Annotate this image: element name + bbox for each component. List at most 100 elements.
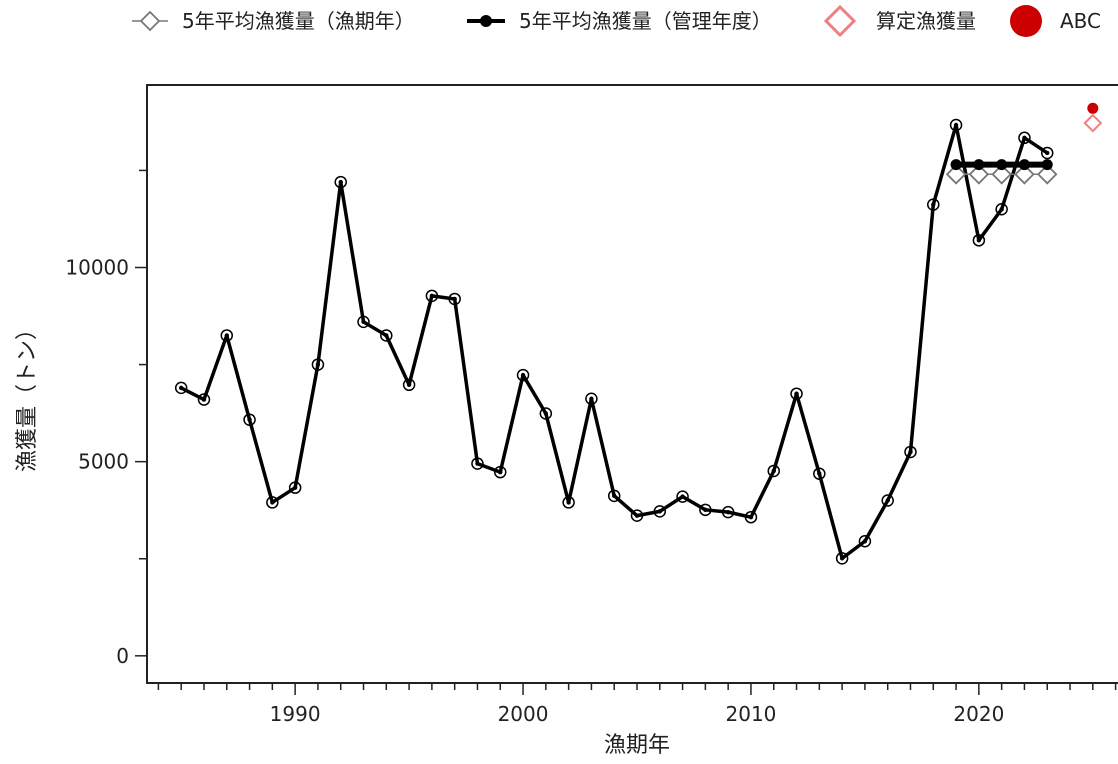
catch-point-center (566, 500, 571, 505)
catch-point (904, 445, 917, 459)
series-layer (174, 102, 1103, 565)
legend-label: 算定漁獲量 (876, 9, 976, 33)
catch-point-center (703, 507, 708, 513)
avg-fishing-year-point (945, 164, 967, 185)
catch-point-center (839, 556, 845, 561)
catch-point-center (406, 382, 412, 387)
catch-point (402, 378, 416, 392)
catch-point (357, 315, 370, 329)
catch-point-center (794, 391, 799, 396)
legend-label: 5年平均漁獲量（漁期年） (182, 9, 415, 33)
y-tick-label: 0 (116, 644, 129, 668)
catch-point-center (338, 179, 343, 185)
catch-point (448, 292, 461, 306)
catch-point-center (498, 469, 503, 475)
catch-point (585, 392, 598, 406)
catch-point-center (543, 411, 549, 416)
x-axis-title: 漁期年 (604, 733, 670, 758)
catch-point-center (862, 539, 868, 544)
catch-point-center (589, 396, 594, 401)
catch-point-center (817, 471, 822, 476)
legend-diamond-marker (139, 10, 161, 32)
avg-management-year-point (1041, 159, 1053, 171)
catch-point (676, 490, 689, 503)
legend-dot-marker (480, 15, 492, 27)
catch-point (471, 457, 484, 470)
x-tick-label: 1990 (270, 702, 321, 726)
catch-point-center (270, 500, 275, 505)
catch-point-center (976, 238, 982, 243)
catch-point (858, 535, 872, 548)
catch-point-center (201, 397, 207, 402)
catch-point-center (384, 333, 389, 338)
y-tick-label: 10000 (65, 256, 129, 280)
axes: 1990 2000 2010 2020 0 5000 10000 (65, 169, 1117, 726)
catch-point-center (612, 493, 617, 499)
catch-point-center (429, 293, 435, 299)
catch-point (197, 393, 211, 406)
catch-point-center (224, 333, 229, 338)
catch-point (721, 505, 735, 519)
catch-point-center (908, 449, 913, 455)
avg-fishing-year-point (991, 164, 1012, 185)
avg-management-year-point (973, 159, 985, 171)
avg-management-year-point (950, 159, 962, 171)
abc-point (1087, 102, 1099, 114)
catch-point (835, 552, 849, 565)
avg-management-year-point (1018, 159, 1030, 171)
avg-management-year-point (996, 159, 1008, 171)
catch-point (380, 329, 393, 342)
x-tick-label: 2010 (726, 702, 777, 726)
catch-point-center (657, 509, 662, 514)
catch-point-center (680, 494, 685, 499)
catch-point-center (315, 362, 321, 367)
catch-point-center (452, 296, 457, 302)
catch-point-center (520, 372, 526, 378)
catch-point-center (178, 385, 184, 391)
catch-point (266, 496, 279, 509)
catch-point (653, 505, 667, 518)
x-tick-label: 2000 (498, 702, 549, 726)
catch-point-center (361, 319, 366, 325)
legend: 5年平均漁獲量（漁期年） 5年平均漁獲量（管理年度） 算定漁獲量 ABC (132, 4, 1101, 38)
catch-point (516, 368, 530, 382)
catch-line (180, 123, 1049, 561)
catch-point-center (634, 513, 640, 518)
catch-point (995, 203, 1008, 216)
legend-dot-marker (1010, 5, 1042, 37)
catch-point (494, 465, 507, 479)
catch-point (790, 387, 803, 400)
catch-point-center (771, 468, 776, 474)
legend-diamond-marker (823, 4, 857, 38)
catch-point (539, 407, 553, 420)
catch-point (220, 329, 234, 342)
catch-point (767, 464, 780, 478)
catch-point (699, 503, 712, 517)
catch-point (630, 509, 644, 522)
catch-point (813, 467, 826, 480)
catch-point-center (247, 417, 252, 422)
y-tick-label: 5000 (78, 450, 129, 474)
catch-point-center (885, 498, 890, 503)
catch-point (744, 510, 758, 524)
catch-point (288, 481, 302, 494)
catch-point-center (953, 122, 959, 128)
calculated-catch-point (1083, 113, 1103, 133)
catch-point-center (725, 509, 731, 515)
catch-point-center (475, 461, 480, 466)
catch-point-center (1045, 150, 1050, 156)
legend-label: 5年平均漁獲量（管理年度） (519, 9, 772, 33)
catch-point-center (1022, 135, 1027, 141)
avg-fishing-year-point (968, 164, 990, 185)
catch-point (1018, 131, 1031, 145)
catch-point (334, 175, 347, 189)
catch-point-center (292, 485, 298, 490)
catch-point (927, 198, 940, 211)
x-tick-label: 2020 (953, 702, 1004, 726)
catch-point (562, 496, 575, 509)
catch-point (881, 494, 894, 507)
catch-point (1040, 146, 1054, 160)
catch-point (425, 289, 439, 303)
